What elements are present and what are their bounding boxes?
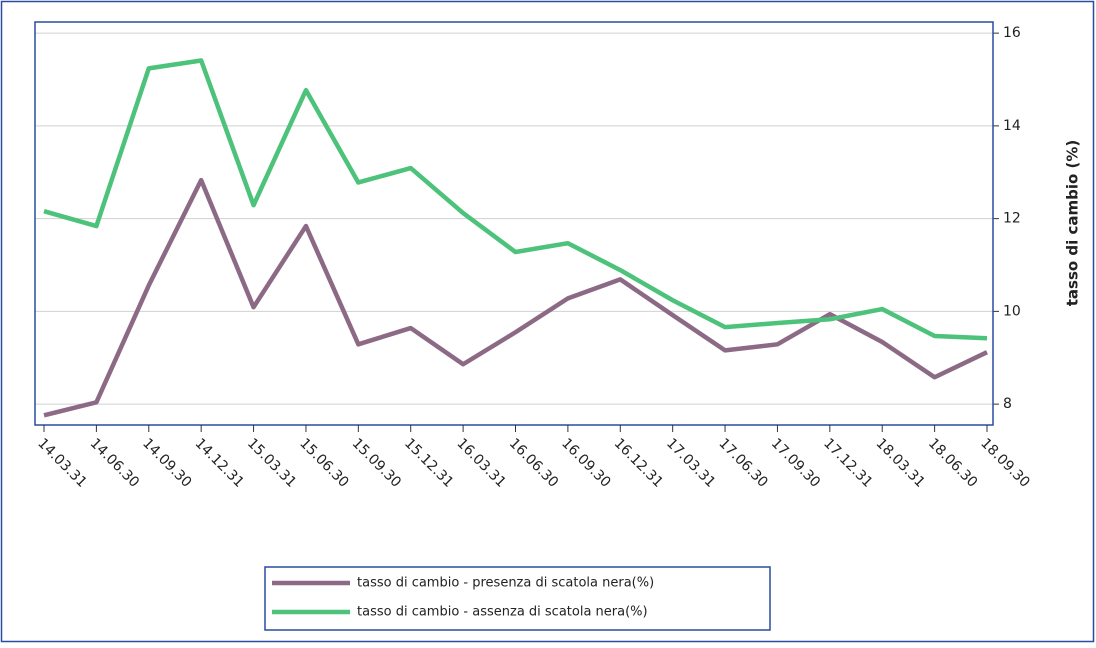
x-tick-label: 17.06.30	[715, 435, 770, 490]
x-tick-label: 18.03.31	[873, 435, 928, 490]
y-tick-label: 14	[1003, 118, 1021, 134]
x-tick-label: 15.09.30	[349, 435, 404, 490]
x-tick-label: 14.09.30	[139, 435, 194, 490]
data-line	[43, 177, 988, 418]
x-tick-label: 14.06.30	[87, 435, 142, 490]
x-tick-label: 17.03.31	[663, 435, 718, 490]
legend-label: tasso di cambio - assenza di scatola ner…	[357, 605, 648, 620]
x-tick-label: 17.09.30	[768, 435, 823, 490]
y-tick-label: 10	[1003, 303, 1021, 319]
x-tick-label: 17.12.31	[820, 435, 875, 490]
plot-frame	[34, 21, 994, 426]
x-tick-label: 14.03.31	[34, 435, 89, 490]
legend-box	[264, 566, 771, 631]
y-axis-label: tasso di cambio (%)	[1064, 140, 1082, 307]
x-tick-label: 15.03.31	[244, 435, 299, 490]
x-tick-label: 15.12.31	[401, 435, 456, 490]
y-tick-label: 8	[1003, 396, 1012, 412]
x-tick-label: 18.06.30	[925, 435, 980, 490]
data-line	[43, 58, 988, 341]
x-tick-label: 14.12.31	[192, 435, 247, 490]
y-tick-label: 12	[1003, 211, 1021, 227]
x-tick-label: 16.09.30	[558, 435, 613, 490]
x-tick-label: 16.03.31	[453, 435, 508, 490]
x-tick-label: 16.06.30	[506, 435, 561, 490]
x-tick-label: 15.06.30	[296, 435, 351, 490]
y-tick-label: 16	[1003, 25, 1021, 41]
x-tick-label: 18.09.30	[977, 435, 1032, 490]
x-tick-label: 16.12.31	[611, 435, 666, 490]
legend-label: tasso di cambio - presenza di scatola ne…	[357, 576, 654, 591]
